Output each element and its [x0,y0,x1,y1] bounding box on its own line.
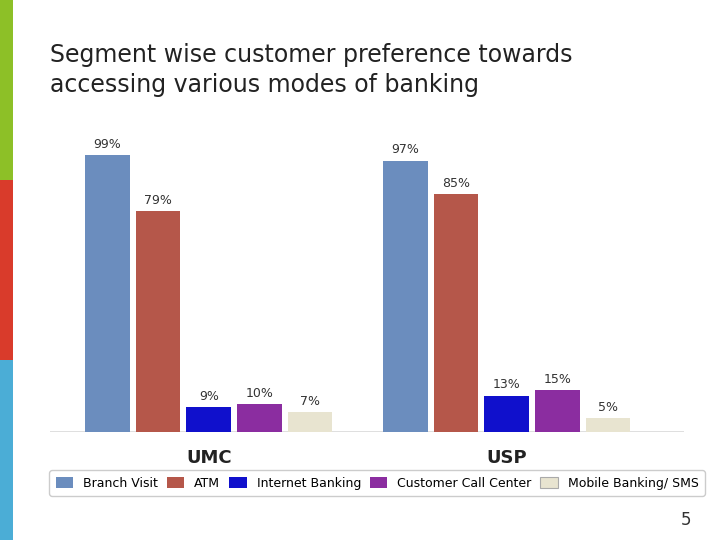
Text: 97%: 97% [391,144,419,157]
Bar [535,390,580,432]
Bar [136,211,181,432]
Text: 10%: 10% [246,387,274,400]
Text: 15%: 15% [544,373,571,386]
Bar [237,404,282,432]
Text: UMC: UMC [186,449,232,467]
Bar [85,155,130,432]
Text: Segment wise customer preference towards
accessing various modes of banking: Segment wise customer preference towards… [50,43,573,97]
Bar [485,396,529,432]
Bar [288,413,333,432]
Text: 9%: 9% [199,390,219,403]
Bar [433,194,478,432]
Text: 99%: 99% [94,138,121,151]
Text: 7%: 7% [300,395,320,408]
Bar [186,407,231,432]
Text: 85%: 85% [442,177,470,190]
Text: 5: 5 [680,511,691,529]
Bar [383,160,428,432]
Text: USP: USP [486,449,527,467]
Text: 79%: 79% [144,194,172,207]
Text: 5%: 5% [598,401,618,414]
Bar [585,418,630,432]
Legend: Branch Visit, ATM, Internet Banking, Customer Call Center, Mobile Banking/ SMS: Branch Visit, ATM, Internet Banking, Cus… [50,470,705,496]
Text: 13%: 13% [492,379,521,392]
